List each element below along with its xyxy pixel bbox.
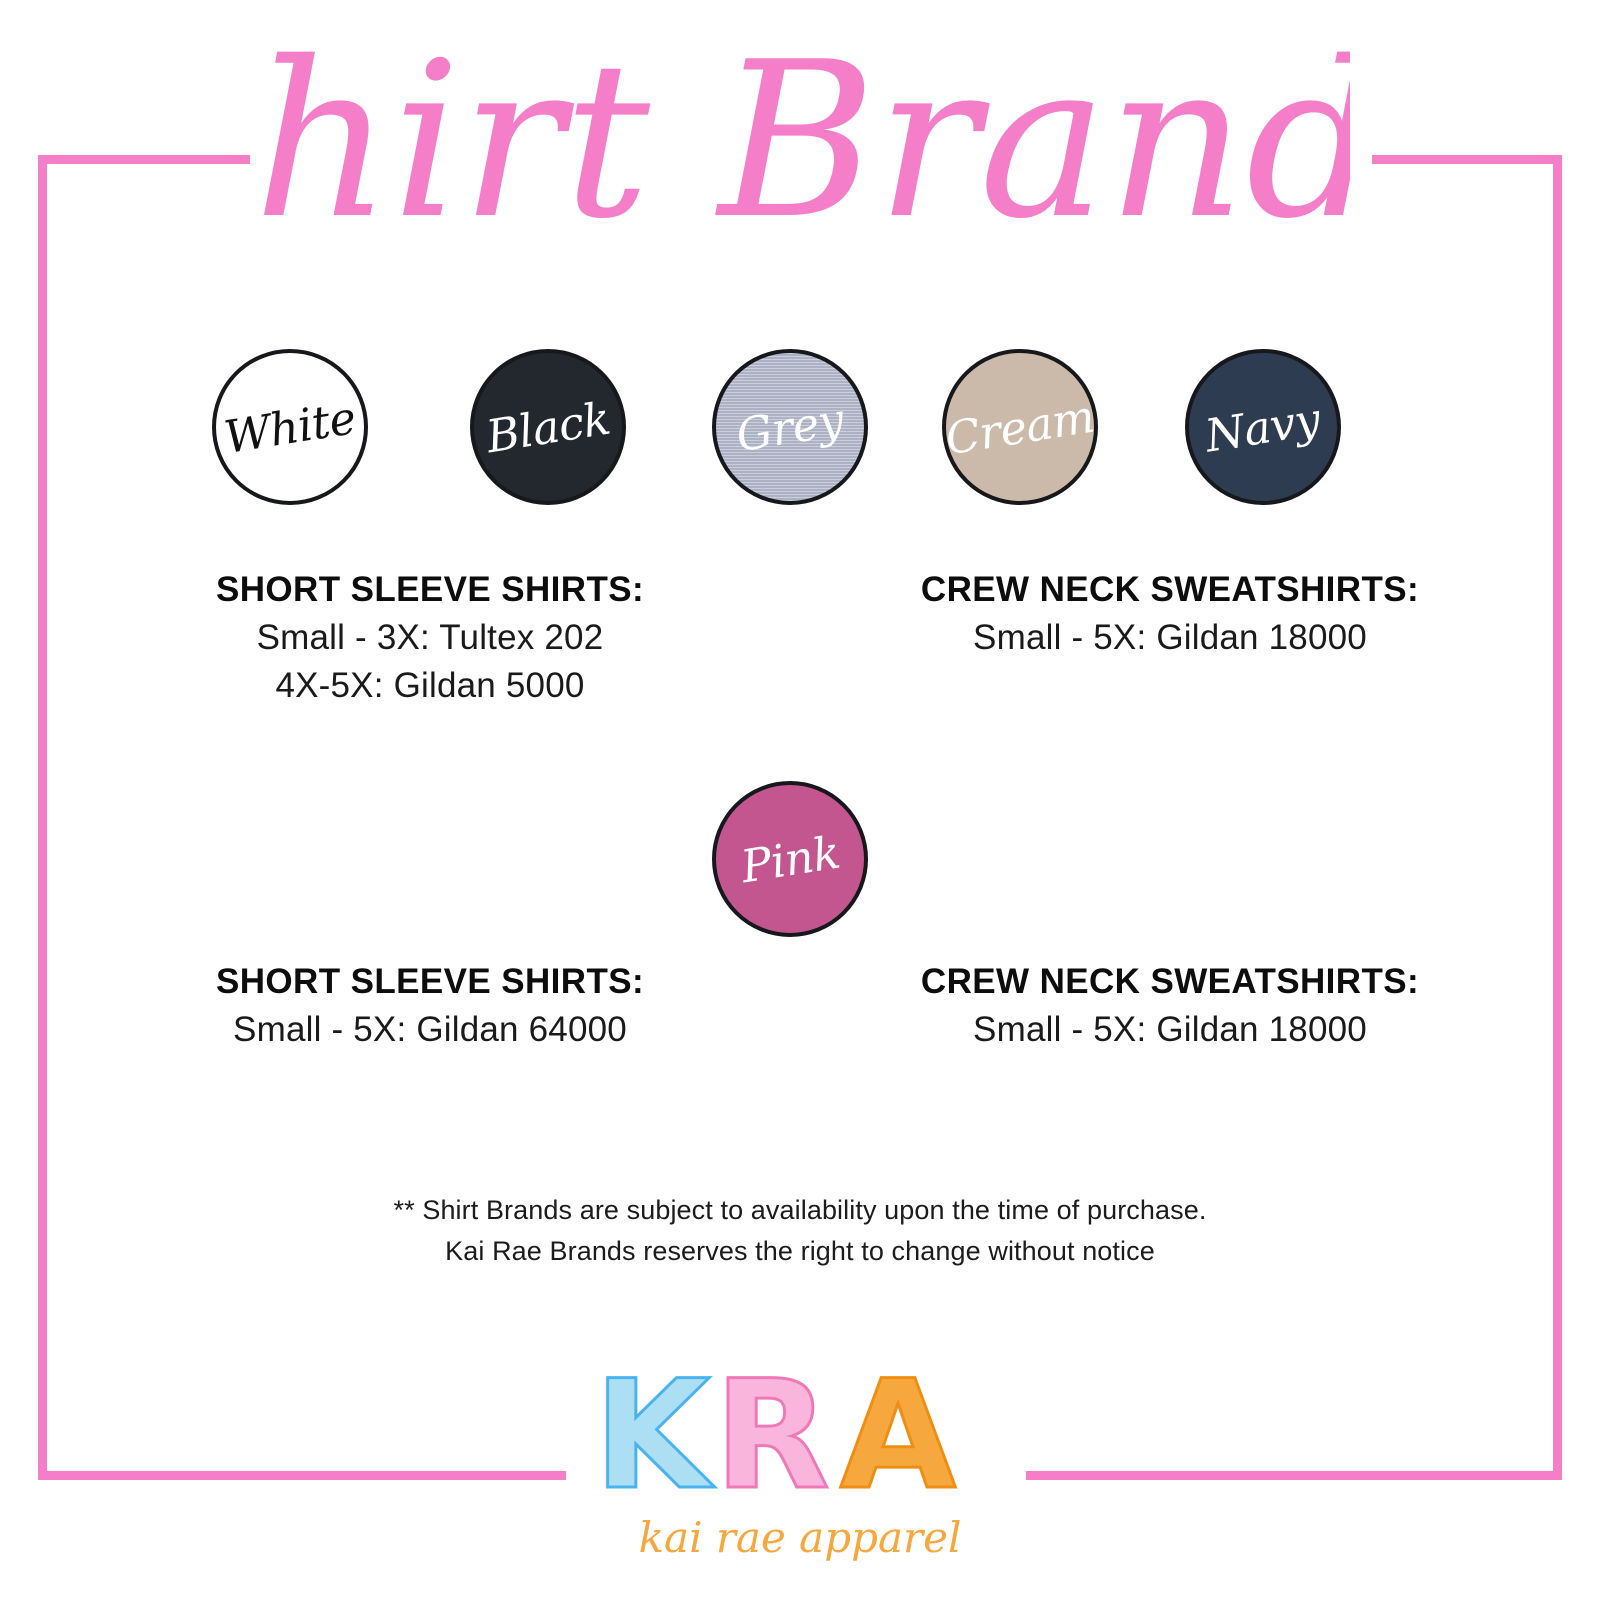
- swatch-label-grey: Grey: [732, 392, 848, 462]
- swatch-label-cream: Cream: [942, 389, 1098, 465]
- section-title: SHORT SLEEVE SHIRTS:: [215, 962, 645, 1001]
- section-title: CREW NECK SWEATSHIRTS:: [920, 962, 1420, 1001]
- section-title: SHORT SLEEVE SHIRTS:: [215, 570, 645, 609]
- section-line-2: 4X-5X: Gildan 5000: [275, 666, 585, 705]
- page-title-text: Shirt Brands: [250, 15, 1350, 266]
- section-short-sleeve-bottom: SHORT SLEEVE SHIRTS: Small - 5X: Gildan …: [120, 962, 740, 1058]
- section-short-sleeve-top: SHORT SLEEVE SHIRTS: Small - 3X: Tultex …: [120, 570, 740, 714]
- disclaimer: ** Shirt Brands are subject to availabil…: [0, 1195, 1600, 1277]
- section-crew-neck-bottom: CREW NECK SWEATSHIRTS: Small - 5X: Gilda…: [820, 962, 1520, 1058]
- section-line-1: Small - 3X: Tultex 202: [256, 618, 604, 657]
- disclaimer-line-2: Kai Rae Brands reserves the right to cha…: [445, 1236, 1155, 1266]
- swatch-label-pink: Pink: [736, 825, 843, 893]
- swatch-pink[interactable]: Pink: [712, 781, 868, 937]
- frame-left-segment: [38, 155, 47, 1480]
- swatch-cream[interactable]: Cream: [942, 349, 1098, 505]
- section-crew-neck-top: CREW NECK SWEATSHIRTS: Small - 5X: Gilda…: [820, 570, 1520, 666]
- logo-letter-k-glyph: K: [594, 1352, 715, 1523]
- logo-letter-k: K: [592, 1352, 716, 1525]
- frame-bottom-left-segment: [38, 1471, 566, 1480]
- logo-letter-r: R: [713, 1352, 832, 1525]
- color-swatch-row: White Black Grey Cream Navy: [0, 349, 1600, 509]
- section-line-1: Small - 5X: Gildan 64000: [233, 1010, 627, 1049]
- frame-bottom-right-segment: [1026, 1471, 1562, 1480]
- swatch-label-navy: Navy: [1202, 391, 1324, 463]
- swatch-black[interactable]: Black: [470, 349, 626, 505]
- section-line-1: Small - 5X: Gildan 18000: [973, 618, 1367, 657]
- swatch-white[interactable]: White: [212, 349, 368, 505]
- frame-top-right-segment: [1372, 155, 1562, 164]
- logo-letter-a: A: [838, 1352, 957, 1525]
- swatch-label-black: Black: [482, 391, 614, 463]
- page-title: Shirt Brands: [0, 0, 1600, 300]
- pink-swatch-row: Pink: [0, 781, 1600, 941]
- logo-letter-r-glyph: R: [714, 1352, 830, 1523]
- logo-tagline: kai rae apparel: [639, 1513, 962, 1562]
- disclaimer-line-1: ** Shirt Brands are subject to availabil…: [393, 1195, 1207, 1225]
- swatch-grey[interactable]: Grey: [712, 349, 868, 505]
- frame-right-segment: [1553, 155, 1562, 1480]
- section-line-1: Small - 5X: Gildan 18000: [973, 1010, 1367, 1049]
- swatch-label-white: White: [220, 390, 360, 464]
- section-title: CREW NECK SWEATSHIRTS:: [920, 570, 1420, 609]
- logo-letter-a-glyph: A: [840, 1352, 956, 1523]
- swatch-navy[interactable]: Navy: [1185, 349, 1341, 505]
- brand-logo: K R A kai rae apparel: [0, 1352, 1600, 1592]
- frame-top-left-segment: [38, 155, 250, 164]
